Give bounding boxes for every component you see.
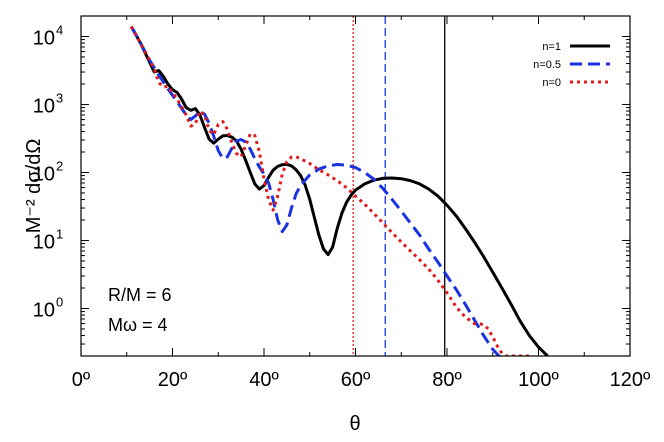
y-tick-label-1: 10 bbox=[33, 231, 55, 253]
axis-ticks bbox=[80, 15, 631, 357]
x-axis-label: θ bbox=[349, 413, 360, 435]
y-tick-label-4: 10 bbox=[33, 27, 55, 49]
legend-label-1: n=0.5 bbox=[533, 59, 561, 71]
y-tick-exponent-3: 3 bbox=[56, 90, 63, 105]
x-tick-label-0: 0º bbox=[72, 369, 91, 391]
series-line-n=0 bbox=[129, 25, 530, 356]
x-tick-label-1: 20º bbox=[158, 369, 188, 391]
x-tick-label-5: 100º bbox=[518, 369, 559, 391]
legend: n=1 n=0.5 n=0 bbox=[533, 41, 610, 89]
annotation-frequency: Mω = 4 bbox=[108, 315, 168, 335]
y-tick-exponent-0: 0 bbox=[56, 294, 63, 309]
y-tick-exponent-2: 2 bbox=[56, 158, 63, 173]
y-tick-label-2: 10 bbox=[33, 163, 55, 185]
x-tick-label-4: 80º bbox=[432, 369, 462, 391]
y-axis-label: M⁻² dσ/dΩ bbox=[23, 139, 45, 234]
series-lines bbox=[129, 25, 549, 356]
y-tick-exponent-1: 1 bbox=[56, 226, 63, 241]
legend-label-0: n=1 bbox=[542, 41, 561, 53]
series-line-n=0.5 bbox=[129, 25, 502, 356]
y-tick-label-3: 10 bbox=[33, 95, 55, 117]
x-tick-label-2: 40º bbox=[249, 369, 279, 391]
legend-label-2: n=0 bbox=[542, 77, 561, 89]
x-tick-label-6: 120º bbox=[610, 369, 651, 391]
series-line-n=1 bbox=[129, 25, 549, 356]
annotation-ratio: R/M = 6 bbox=[108, 285, 172, 305]
y-tick-exponent-4: 4 bbox=[56, 22, 63, 37]
x-tick-labels: 0º 20º 40º 60º 80º 100º 120º bbox=[72, 369, 651, 391]
vertical-reference-lines bbox=[352, 16, 446, 356]
x-tick-label-3: 60º bbox=[341, 369, 371, 391]
y-tick-label-0: 10 bbox=[33, 299, 55, 321]
